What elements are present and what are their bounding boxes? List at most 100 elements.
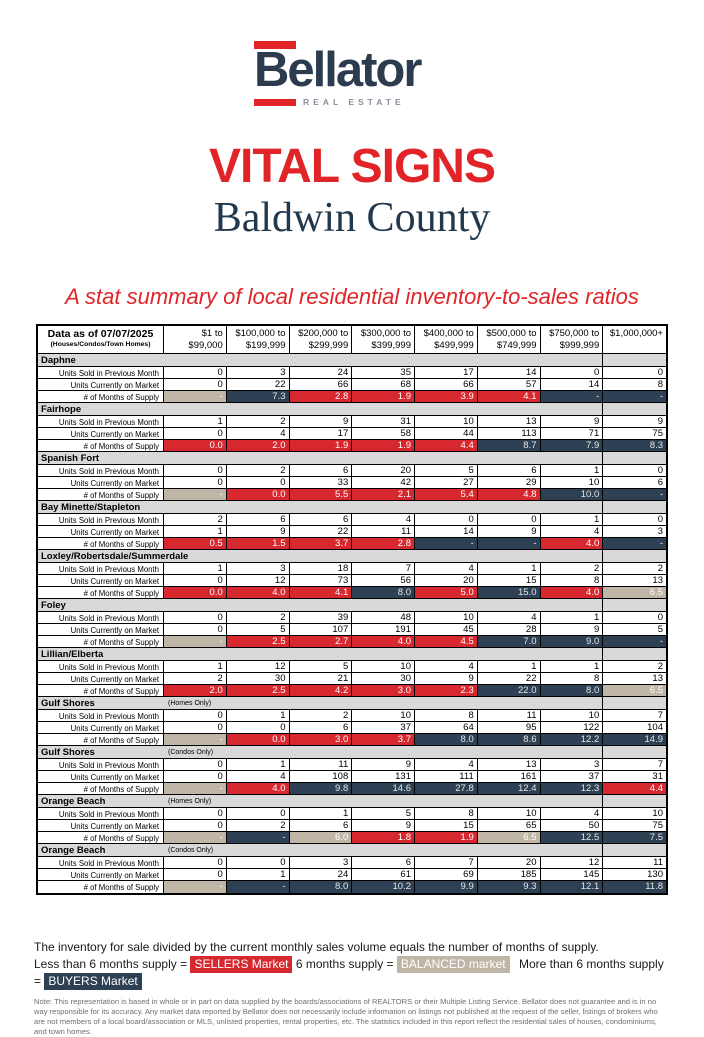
value-cell: 0 bbox=[226, 857, 290, 870]
months-of-supply-row: # of Months of Supply 0.0 4.0 4.1 8.0 5.0 15.0… bbox=[38, 587, 666, 600]
supply-cell: 15.0 bbox=[477, 587, 541, 600]
row-label: # of Months of Supply bbox=[38, 881, 164, 894]
section-header-end-cell bbox=[603, 501, 666, 515]
value-cell: 15 bbox=[477, 575, 541, 588]
value-cell: 7 bbox=[415, 857, 478, 870]
section-header-end-cell bbox=[603, 452, 666, 466]
section-name-cell: Gulf Shores (Homes Only) bbox=[38, 697, 604, 711]
value-cell: 6 bbox=[289, 465, 353, 478]
supply-cell: 2.8 bbox=[352, 538, 415, 551]
value-cell: 0 bbox=[164, 710, 227, 723]
logo-bottom-row: REAL ESTATE bbox=[254, 97, 450, 107]
property-types-label: (Houses/Condos/Town Homes) bbox=[50, 341, 151, 349]
value-cell: 22 bbox=[289, 526, 353, 539]
supply-cell: 3.7 bbox=[289, 538, 353, 551]
value-cell: 1 bbox=[540, 465, 604, 478]
value-cell: 130 bbox=[603, 869, 666, 882]
section-name: Gulf Shores bbox=[41, 697, 95, 709]
table-header-row: Data as of 07/07/2025 (Houses/Condos/Town… bbox=[38, 326, 666, 355]
supply-cell: 1.5 bbox=[226, 538, 290, 551]
row-label: Units Sold in Previous Month bbox=[38, 857, 164, 870]
price-range-header: $300,000 to $399,999 bbox=[352, 326, 415, 355]
value-cell: 0 bbox=[164, 722, 227, 735]
page-title: VITAL SIGNS bbox=[209, 140, 496, 193]
value-cell: 0 bbox=[477, 514, 541, 527]
value-cell: 122 bbox=[540, 722, 604, 735]
value-cell: 17 bbox=[415, 367, 478, 380]
supply-cell: 8.0 bbox=[352, 587, 415, 600]
section-header-end-cell bbox=[603, 403, 666, 417]
value-cell: 9 bbox=[352, 759, 415, 772]
value-cell: 11 bbox=[603, 857, 666, 870]
price-range-header: $400,000 to $499,999 bbox=[415, 326, 478, 355]
value-cell: 10 bbox=[540, 710, 604, 723]
supply-cell: 4.5 bbox=[415, 636, 478, 649]
value-cell: 2 bbox=[603, 661, 666, 674]
value-cell: 6 bbox=[352, 857, 415, 870]
page-subtitle: Baldwin County bbox=[213, 195, 491, 241]
value-cell: 2 bbox=[540, 563, 604, 576]
value-cell: 48 bbox=[352, 612, 415, 625]
value-cell: 12 bbox=[226, 661, 290, 674]
value-cell: 161 bbox=[477, 771, 541, 784]
value-cell: 4 bbox=[226, 428, 290, 441]
value-cell: 111 bbox=[415, 771, 478, 784]
units-sold-row: Units Sold in Previous Month 0 1 11 9 4 13 3 7 bbox=[38, 759, 666, 772]
value-cell: 44 bbox=[415, 428, 478, 441]
value-cell: 42 bbox=[352, 477, 415, 490]
value-cell: 28 bbox=[477, 624, 541, 637]
row-label: Units Sold in Previous Month bbox=[38, 710, 164, 723]
supply-cell: 4.4 bbox=[603, 783, 666, 796]
supply-cell: 4.0 bbox=[540, 538, 604, 551]
row-label: Units Sold in Previous Month bbox=[38, 612, 164, 625]
value-cell: 0 bbox=[226, 808, 290, 821]
supply-cell: 4.4 bbox=[415, 440, 478, 453]
value-cell: 10 bbox=[540, 477, 604, 490]
supply-cell: 0.5 bbox=[164, 538, 227, 551]
supply-cell: 2.8 bbox=[289, 391, 353, 404]
supply-cell: 9.8 bbox=[289, 783, 353, 796]
value-cell: 8 bbox=[415, 710, 478, 723]
value-cell: 9 bbox=[352, 820, 415, 833]
units-sold-row: Units Sold in Previous Month 1 12 5 10 4 1 1 2 bbox=[38, 661, 666, 674]
value-cell: 9 bbox=[226, 526, 290, 539]
section-header-end-cell bbox=[603, 648, 666, 662]
value-cell: 50 bbox=[540, 820, 604, 833]
value-cell: 3 bbox=[226, 563, 290, 576]
value-cell: 5 bbox=[415, 465, 478, 478]
supply-cell: 9.3 bbox=[477, 881, 541, 894]
supply-cell: 2.0 bbox=[226, 440, 290, 453]
units-on-market-row: Units Currently on Market 0 5 107 191 45 28 9 5 bbox=[38, 624, 666, 637]
units-on-market-row: Units Currently on Market 0 0 6 37 64 95 122 104 bbox=[38, 722, 666, 735]
section-name-cell: Fairhope bbox=[38, 403, 604, 417]
value-cell: 8 bbox=[415, 808, 478, 821]
supply-cell: 6.5 bbox=[477, 832, 541, 845]
section-header-row: Bay Minette/Stapleton bbox=[38, 501, 666, 515]
supply-cell: 9.0 bbox=[540, 636, 604, 649]
row-label: # of Months of Supply bbox=[38, 783, 164, 796]
value-cell: 4 bbox=[415, 563, 478, 576]
supply-cell: 10.2 bbox=[352, 881, 415, 894]
value-cell: 71 bbox=[540, 428, 604, 441]
value-cell: 4 bbox=[352, 514, 415, 527]
value-cell: 5 bbox=[603, 624, 666, 637]
value-cell: 9 bbox=[415, 673, 478, 686]
value-cell: 15 bbox=[415, 820, 478, 833]
value-cell: 5 bbox=[352, 808, 415, 821]
value-cell: 57 bbox=[477, 379, 541, 392]
value-cell: 75 bbox=[603, 428, 666, 441]
value-cell: 12 bbox=[226, 575, 290, 588]
supply-cell: 14.6 bbox=[352, 783, 415, 796]
value-cell: 104 bbox=[603, 722, 666, 735]
value-cell: 6 bbox=[289, 514, 353, 527]
row-label: # of Months of Supply bbox=[38, 832, 164, 845]
supply-cell: 1.9 bbox=[352, 391, 415, 404]
value-cell: 1 bbox=[289, 808, 353, 821]
months-of-supply-row: # of Months of Supply -4.0 9.8 14.6 27.8 12.4… bbox=[38, 783, 666, 796]
section-name: Orange Beach bbox=[41, 795, 106, 807]
logo-wordmark: Bellator bbox=[254, 43, 422, 97]
section-header-row: Spanish Fort bbox=[38, 452, 666, 466]
row-label: Units Sold in Previous Month bbox=[38, 514, 164, 527]
value-cell: 1 bbox=[164, 416, 227, 429]
